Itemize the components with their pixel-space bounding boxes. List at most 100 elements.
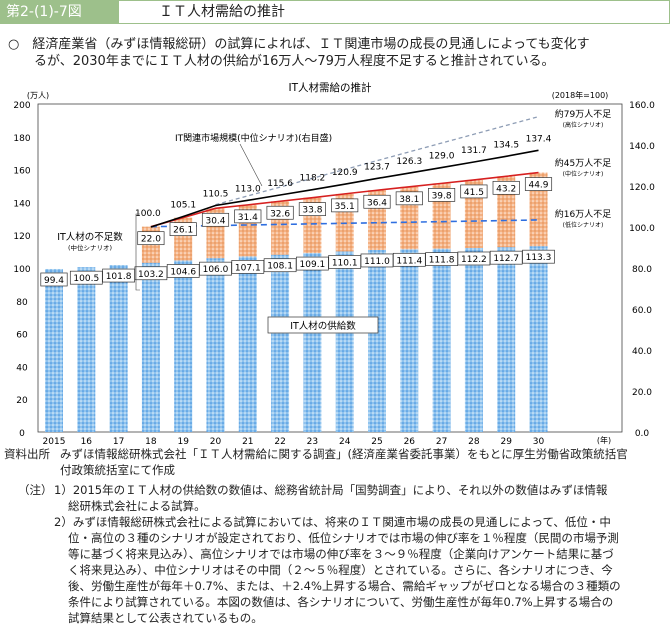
supply-bar (529, 246, 548, 432)
y2-tick-label: 100.0 (629, 224, 655, 234)
supply-bar (368, 249, 386, 432)
note-1: 総研株式会社による試算。 (68, 499, 206, 513)
note-2: 位・高位の３種のシナリオが設定されており、低位シナリオでは市場の伸び率を１％程度… (68, 531, 619, 545)
shortage-value-label: 39.8 (432, 191, 452, 201)
scenario-low-label: 約16万人不足 (555, 208, 611, 220)
chart-title: IT人材需給の推計 (288, 81, 372, 94)
supply-bar (141, 262, 160, 432)
supply-value-label: 99.4 (44, 276, 64, 286)
x-tick-label: 25 (371, 437, 382, 447)
x-tick-label: 27 (436, 437, 447, 447)
supply-value-label: 101.8 (106, 272, 132, 282)
market-value-label: 137.4 (526, 134, 552, 144)
shortage-sublabel: (中位シナリオ) (68, 243, 112, 252)
supply-value-label: 111.8 (429, 256, 455, 266)
shortage-value-box (460, 184, 488, 199)
x-tick-label: 29 (500, 437, 512, 447)
market-arrow (239, 143, 263, 187)
x-tick-label: 21 (242, 437, 253, 447)
scenario-high-label: 約79万人不足 (555, 108, 611, 120)
y2-tick-label: 120.0 (629, 183, 655, 193)
x-tick-label: 16 (81, 437, 93, 447)
supply-value-label: 100.5 (73, 274, 99, 284)
y2-tick-label: 60.0 (632, 306, 652, 316)
scenario-high-sub: (高位シナリオ) (563, 121, 604, 129)
supply-value-label: 103.2 (138, 270, 164, 280)
lead-line: るが、2030年までにＩＴ人材の供給が16万人～79万人程度不足すると推計されて… (34, 54, 555, 69)
y2-tick-label: 140.0 (629, 142, 655, 152)
supply-bar (464, 247, 483, 432)
shortage-value-box (395, 191, 423, 206)
supply-bar (45, 268, 63, 432)
supply-bar (400, 249, 419, 432)
shortage-bracket (135, 213, 140, 291)
supply-label: IT人材の供給数 (290, 320, 356, 332)
y-tick-label: 100 (13, 265, 30, 275)
supply-value-label: 110.1 (332, 258, 358, 268)
shortage-value-box (266, 205, 294, 220)
figure-number: 第2-(1)-7図 (0, 0, 118, 24)
supply-value-box (522, 249, 555, 264)
y-tick-label: 60 (16, 331, 28, 341)
market-line-label: IT関連市場規模(中位シナリオ)(右目盛) (175, 132, 332, 144)
shortage-value-label: 38.1 (399, 195, 419, 205)
shortage-label: IT人材の不足数 (57, 231, 123, 243)
notes: 資料出所 みずほ情報総研株式会社「ＩＴ人材需給に関する調査」(経済産業省委託事業）… (4, 446, 670, 626)
plot-area (37, 103, 623, 433)
x-tick-label: 30 (533, 437, 545, 447)
scenario-mid-label: 約45万人不足 (555, 157, 611, 169)
note-2: く将来見込み）、中位シナリオはその中間（２～５％程度）とされている。さらに、各シ… (68, 563, 613, 577)
shortage-value-label: 44.9 (528, 181, 548, 191)
y-tick-label: 20 (16, 396, 28, 406)
shortage-value-label: 32.6 (270, 209, 290, 219)
market-value-label: 113.0 (235, 184, 261, 194)
note-2: 後、労働生産性が毎年＋0.7%、または、＋2.4%上昇する場合、需給ギャップがゼ… (68, 579, 621, 593)
shortage-value-box (201, 212, 230, 227)
y2-tick-label: 0.0 (635, 429, 650, 439)
market-value-label: 131.7 (461, 146, 487, 156)
y2-tick-label: 20.0 (632, 388, 652, 398)
note-2: 試算結果として公表されているもの。 (68, 611, 263, 625)
mid-scenario-line (150, 171, 539, 228)
market-value-label: 129.0 (429, 152, 455, 162)
note-key: （注） (18, 483, 53, 497)
shortage-value-box (492, 180, 520, 195)
y-tick-label: 180 (13, 134, 30, 144)
lead-line: ○ 経済産業省（みずほ情報総研）の試算によれば、ＩＴ関連市場の成長の見通しによっ… (8, 37, 590, 52)
shortage-value-label: 33.8 (302, 206, 322, 216)
x-tick-label: 24 (339, 437, 351, 447)
supply-bar (303, 253, 322, 432)
shortage-value-box (524, 177, 553, 191)
y2-axis-unit: (2018年=100) (552, 90, 609, 100)
chart: IT人材需給の推計 (万人) (2018年=100) (年) 0 20 40 60 80… (13, 81, 655, 447)
supply-bar (109, 265, 128, 432)
market-value-label: 100.0 (135, 209, 161, 219)
x-tick-label: 22 (274, 437, 285, 447)
scenario-low-sub: (低位シナリオ) (563, 221, 604, 229)
x-tick-label: 17 (113, 437, 124, 447)
note-2: 条件により試算されている。本図の数値は、各シナリオについて、労働生産性が毎年0.… (68, 595, 614, 609)
market-value-label: 120.9 (332, 168, 358, 178)
market-value-label: 115.6 (267, 179, 293, 189)
supply-bar (174, 260, 193, 432)
shortage-value-label: 43.2 (496, 184, 516, 194)
y2-tick-label: 160.0 (629, 101, 655, 111)
scenario-mid-sub: (中位シナリオ) (563, 170, 604, 178)
market-value-label: 123.7 (364, 162, 390, 172)
market-value-label: 110.5 (203, 189, 229, 199)
shortage-value-box (363, 194, 391, 209)
shortage-bar (529, 172, 548, 247)
y-axis-unit: (万人) (27, 91, 49, 100)
shortage-value-label: 36.4 (367, 198, 387, 208)
shortage-value-label: 30.4 (205, 216, 225, 226)
x-tick-label: 19 (177, 437, 189, 447)
supply-bar (238, 256, 257, 432)
supply-value-label: 106.0 (203, 265, 229, 275)
source-key: 資料出所 (4, 447, 50, 461)
x-tick-label: 18 (145, 437, 157, 447)
supply-bar (432, 248, 451, 432)
shortage-value-box (331, 198, 359, 213)
x-tick-label: 26 (404, 437, 416, 447)
shortage-value-label: 31.4 (238, 213, 258, 223)
